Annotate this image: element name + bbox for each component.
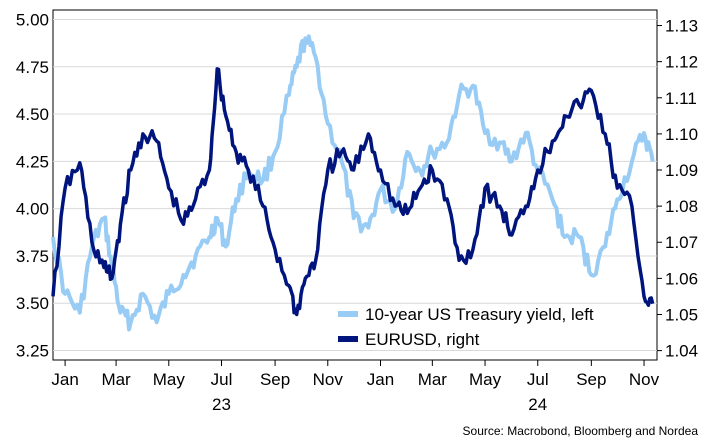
source-note: Source: Macrobond, Bloomberg and Nordea — [462, 424, 698, 438]
x-tick-label: May — [153, 370, 186, 389]
y-right-tick-label: 1.11 — [665, 89, 697, 108]
plot-frame — [52, 9, 658, 361]
x-tick-label: Jan — [367, 370, 394, 389]
y-right-tick-label: 1.05 — [665, 305, 698, 324]
y-right-axis: 1.04 1.05 1.06 1.07 1.08 1.09 1.10 1.11 1.12 1.13 — [657, 17, 698, 361]
x-tick-label: Nov — [313, 370, 344, 389]
y-left-tick-label: 4.75 — [16, 58, 49, 77]
y-left-tick-label: 4.00 — [16, 200, 49, 219]
series-line-treasury — [51, 34, 655, 332]
y-right-tick-label: 1.09 — [665, 161, 698, 180]
y-left-tick-label: 3.25 — [16, 342, 49, 361]
y-left-tick-label: 4.50 — [16, 105, 49, 124]
y-right-tick-label: 1.07 — [665, 233, 698, 252]
y-right-tick-label: 1.10 — [665, 125, 698, 144]
x-tick-label: Mar — [418, 370, 448, 389]
x-tick-label: May — [469, 370, 502, 389]
x-tick-label: Sep — [260, 370, 290, 389]
y-right-tick-label: 1.13 — [665, 17, 698, 36]
y-right-tick-label: 1.12 — [665, 53, 698, 72]
y-right-tick-label: 1.06 — [665, 269, 698, 288]
legend: 10-year US Treasury yield, left EURUSD, … — [338, 305, 594, 349]
x-tick-label: Sep — [576, 370, 606, 389]
x-year-label: 23 — [212, 395, 231, 414]
x-tick-label: Jul — [527, 370, 549, 389]
series-line-eurusd — [51, 67, 655, 317]
y-right-tick-label: 1.08 — [665, 197, 698, 216]
legend-label-eurusd: EURUSD, right — [365, 330, 480, 349]
series-layer — [51, 34, 655, 332]
legend-label-treasury: 10-year US Treasury yield, left — [365, 305, 594, 324]
gridlines — [53, 18, 657, 352]
x-tick-label: Jan — [51, 370, 78, 389]
y-left-axis: 3.25 3.50 3.75 4.00 4.25 4.50 4.75 5.00 — [16, 10, 49, 360]
x-year-label: 24 — [528, 395, 547, 414]
x-tick-label: Mar — [101, 370, 131, 389]
y-left-tick-label: 3.75 — [16, 247, 49, 266]
y-right-tick-label: 1.04 — [665, 342, 698, 361]
x-tick-label: Jul — [211, 370, 233, 389]
y-left-tick-label: 5.00 — [16, 10, 49, 29]
y-left-tick-label: 4.25 — [16, 152, 49, 171]
x-tick-label: Nov — [629, 370, 660, 389]
y-left-tick-label: 3.50 — [16, 294, 49, 313]
x-axis: Jan Mar May Jul Sep Nov Jan Mar May Jul Sep Nov 23 24 — [51, 360, 660, 414]
